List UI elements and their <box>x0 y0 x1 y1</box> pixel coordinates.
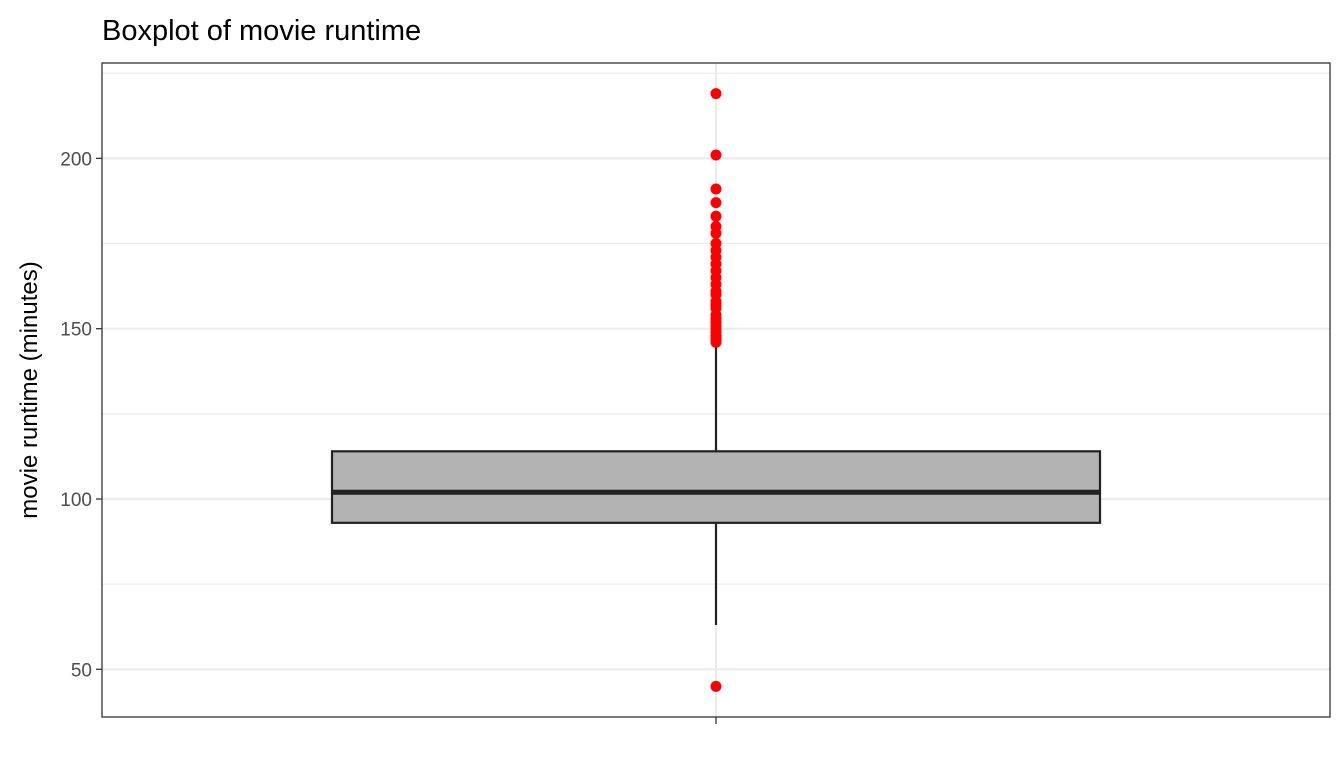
outlier-layer <box>710 88 722 692</box>
iqr-box <box>330 450 1102 524</box>
outlier-point <box>710 210 722 222</box>
outlier-point <box>710 149 722 161</box>
outlier-point <box>710 197 722 209</box>
box-layer <box>330 342 1102 626</box>
outlier-point <box>710 221 722 232</box>
y-axis-ticks: 50 100 150 200 <box>60 149 102 681</box>
y-tick-label: 50 <box>71 660 92 681</box>
outlier-point <box>710 680 722 692</box>
outlier-point <box>710 238 722 250</box>
y-tick-label: 100 <box>60 490 92 511</box>
y-tick-label: 200 <box>60 149 92 170</box>
y-axis-label: movie runtime (minutes) <box>16 261 43 518</box>
outlier-point <box>710 183 722 195</box>
y-tick-label: 150 <box>60 320 92 341</box>
chart-title: Boxplot of movie runtime <box>102 15 421 47</box>
outlier-point <box>710 88 722 100</box>
